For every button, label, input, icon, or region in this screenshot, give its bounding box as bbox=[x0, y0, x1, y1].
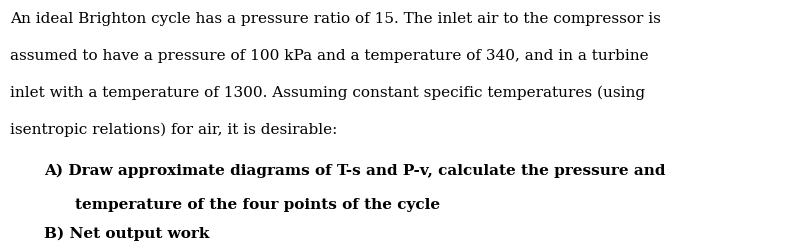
Text: An ideal Brighton cycle has a pressure ratio of 15. The inlet air to the compres: An ideal Brighton cycle has a pressure r… bbox=[10, 12, 661, 26]
Text: assumed to have a pressure of 100 kPa and a temperature of 340, and in a turbine: assumed to have a pressure of 100 kPa an… bbox=[10, 49, 648, 63]
Text: A) Draw approximate diagrams of T-s and P-v, calculate the pressure and: A) Draw approximate diagrams of T-s and … bbox=[44, 164, 665, 178]
Text: temperature of the four points of the cycle: temperature of the four points of the cy… bbox=[75, 198, 439, 212]
Text: B) Net output work: B) Net output work bbox=[44, 226, 209, 241]
Text: isentropic relations) for air, it is desirable:: isentropic relations) for air, it is des… bbox=[10, 123, 338, 137]
Text: inlet with a temperature of 1300. Assuming constant specific temperatures (using: inlet with a temperature of 1300. Assumi… bbox=[10, 86, 645, 100]
